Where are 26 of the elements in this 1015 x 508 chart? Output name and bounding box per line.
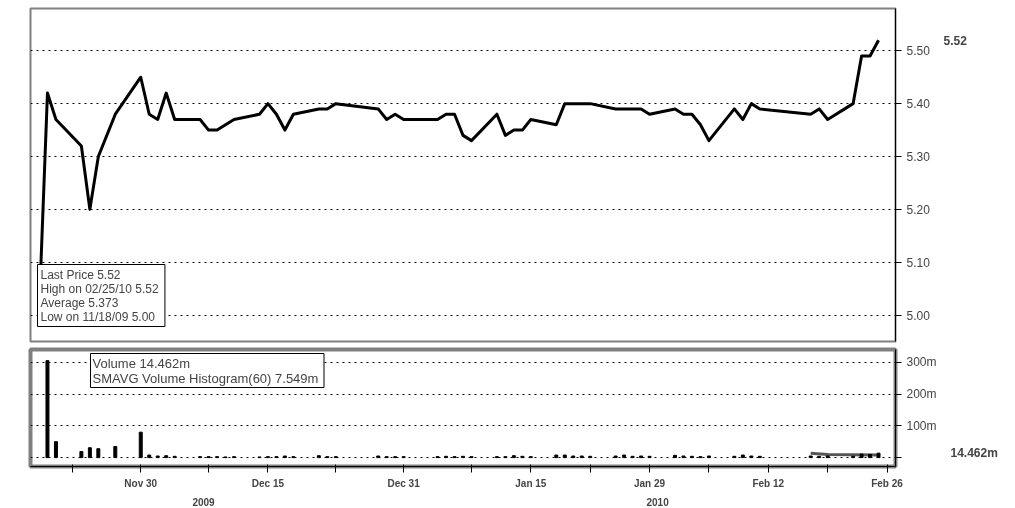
y-tick-label: 5.50 (906, 44, 931, 59)
x-tick-label: Feb 12 (752, 477, 785, 489)
text: 2010 (646, 496, 670, 508)
x-tick-label: Nov 30 (124, 477, 158, 489)
x-tick-label: Dec 15 (251, 477, 285, 489)
annotation: High on 02/25/10 5.52 (40, 281, 159, 296)
y-tick-label: 5.20 (906, 202, 931, 217)
text: 2009 (192, 496, 216, 508)
x-tick-label: Jan 29 (634, 477, 666, 489)
y-tick-label: 300m (906, 355, 937, 370)
text: 5.52 (943, 33, 968, 48)
annotation: Low on 11/18/09 5.00 (40, 309, 156, 324)
y-tick-label: 200m (906, 387, 937, 402)
x-tick-label: Jan 15 (515, 477, 547, 489)
text: 14.462m (950, 446, 998, 461)
y-tick-label: 5.30 (906, 150, 931, 164)
annotation: Average 5.373 (40, 295, 119, 310)
y-tick-label: 5.00 (906, 308, 931, 323)
annotation: Volume 14.462m (92, 355, 191, 371)
y-tick-label: 5.10 (906, 255, 931, 270)
y-tick-label: 5.40 (906, 97, 931, 112)
x-tick-label: Dec 31 (387, 477, 421, 489)
annotation: SMAVG Volume Histogram(60) 7.549m (92, 370, 319, 386)
x-tick-label: Feb 26 (871, 477, 904, 489)
y-tick-label: 100m (906, 418, 937, 433)
annotation: Last Price 5.52 (40, 267, 121, 282)
